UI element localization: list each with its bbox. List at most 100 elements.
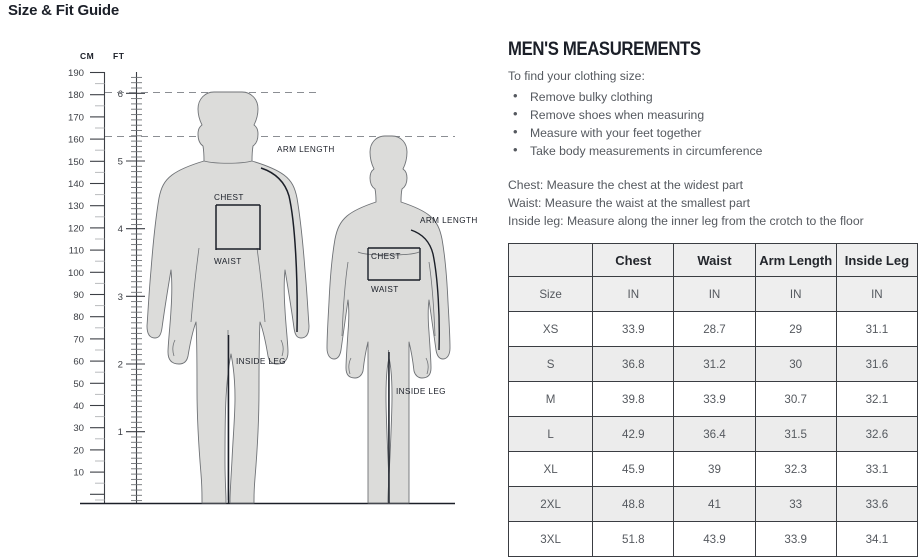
male-arm-length-label: ARM LENGTH bbox=[277, 145, 335, 154]
waist-definition: Waist: Measure the waist at the smallest… bbox=[508, 195, 751, 210]
cell-waist: 41 bbox=[673, 486, 756, 522]
table-row[interactable]: 2XL 48.8 41 33 33.6 bbox=[507, 486, 919, 522]
cm-tick-70: 70 bbox=[73, 334, 84, 345]
cm-tick-20: 20 bbox=[73, 445, 84, 456]
cell-arm-length: 31.5 bbox=[754, 416, 837, 452]
cell-chest: 39.8 bbox=[592, 381, 675, 417]
cell-size: M bbox=[507, 381, 594, 417]
list-item: Measure with your feet together bbox=[508, 123, 920, 142]
cm-tick-130: 130 bbox=[68, 201, 84, 212]
size-diagram: CM FT bbox=[0, 30, 490, 546]
unit-cell-waist: IN bbox=[673, 276, 756, 312]
male-waist-label: WAIST bbox=[214, 257, 242, 266]
page-title: Size & Fit Guide bbox=[8, 2, 119, 19]
cm-tick-120: 120 bbox=[68, 223, 84, 234]
cell-arm-length: 32.3 bbox=[754, 451, 837, 487]
ft-tick-4: 4 bbox=[118, 224, 124, 235]
table-row[interactable]: M 39.8 33.9 30.7 32.1 bbox=[507, 381, 919, 417]
table-row[interactable]: S 36.8 31.2 30 31.6 bbox=[507, 346, 919, 382]
unit-cell-chest: IN bbox=[592, 276, 675, 312]
cell-arm-length: 30 bbox=[754, 346, 837, 382]
cell-waist: 28.7 bbox=[673, 311, 756, 347]
table-units-row: Size IN IN IN IN bbox=[507, 276, 919, 312]
table-row[interactable]: L 42.9 36.4 31.5 32.6 bbox=[507, 416, 919, 452]
cm-tick-140: 140 bbox=[68, 179, 84, 190]
chest-definition: Chest: Measure the chest at the widest p… bbox=[508, 177, 744, 192]
cm-tick-190: 190 bbox=[68, 68, 84, 79]
inside-leg-definition: Inside leg: Measure along the inner leg … bbox=[508, 213, 864, 228]
male-silhouette: ARM LENGTH CHEST WAIST INSIDE LEG bbox=[146, 91, 335, 504]
female-arm-length-label: ARM LENGTH bbox=[420, 216, 478, 225]
cell-arm-length: 29 bbox=[754, 311, 837, 347]
list-item: Remove bulky clothing bbox=[508, 87, 920, 106]
cm-scale: 190 180 170 160 150 140 130 120 110 100 … bbox=[68, 68, 106, 503]
cell-size: XS bbox=[507, 311, 594, 347]
measurement-definitions: Chest: Measure the chest at the widest p… bbox=[508, 176, 920, 230]
female-waist-label: WAIST bbox=[371, 285, 399, 294]
unit-cell-size: Size bbox=[507, 276, 594, 312]
ft-tick-5: 5 bbox=[118, 157, 123, 168]
cell-size: S bbox=[507, 346, 594, 382]
unit-cell-inside-leg: IN bbox=[835, 276, 919, 312]
measurements-info-panel: MEN'S MEASUREMENTS To find your clothing… bbox=[508, 40, 920, 230]
table-row[interactable]: XS 33.9 28.7 29 31.1 bbox=[507, 311, 919, 347]
cm-tick-90: 90 bbox=[73, 290, 84, 301]
cm-tick-100: 100 bbox=[68, 268, 84, 279]
column-header-waist: Waist bbox=[673, 243, 756, 277]
ft-tick-6: 6 bbox=[118, 89, 123, 100]
cell-waist: 39 bbox=[673, 451, 756, 487]
cm-tick-110: 110 bbox=[69, 246, 84, 257]
cell-chest: 51.8 bbox=[592, 521, 675, 557]
cell-inside-leg: 33.6 bbox=[835, 486, 919, 522]
cell-chest: 45.9 bbox=[592, 451, 675, 487]
cm-tick-180: 180 bbox=[68, 90, 84, 101]
cell-chest: 33.9 bbox=[592, 311, 675, 347]
male-inside-leg-label: INSIDE LEG bbox=[236, 357, 286, 366]
cell-waist: 33.9 bbox=[673, 381, 756, 417]
cell-size: 3XL bbox=[507, 521, 594, 557]
cell-inside-leg: 33.1 bbox=[835, 451, 919, 487]
cm-tick-40: 40 bbox=[73, 401, 84, 412]
cm-tick-60: 60 bbox=[73, 357, 84, 368]
ft-tick-3: 3 bbox=[118, 292, 123, 303]
cm-tick-30: 30 bbox=[73, 423, 84, 434]
cell-arm-length: 33.9 bbox=[754, 521, 837, 557]
cm-tick-10: 10 bbox=[73, 468, 84, 479]
unit-cell-arm-length: IN bbox=[754, 276, 837, 312]
cell-arm-length: 30.7 bbox=[754, 381, 837, 417]
size-chart-table: Chest Waist Arm Length Inside Leg Size I… bbox=[507, 243, 919, 557]
cell-chest: 48.8 bbox=[592, 486, 675, 522]
column-header-blank bbox=[507, 243, 594, 277]
list-item: Take body measurements in circumference bbox=[508, 141, 920, 160]
cell-inside-leg: 31.1 bbox=[835, 311, 919, 347]
ft-tick-2: 2 bbox=[118, 360, 123, 371]
table-header: Chest Waist Arm Length Inside Leg bbox=[507, 243, 919, 277]
cell-size: XL bbox=[507, 451, 594, 487]
cell-inside-leg: 34.1 bbox=[835, 521, 919, 557]
male-arm-length-line bbox=[260, 167, 298, 333]
ft-scale: 6 5 4 3 2 1 bbox=[118, 72, 145, 503]
ft-tick-1: 1 bbox=[118, 427, 123, 438]
cm-tick-170: 170 bbox=[68, 112, 84, 123]
cell-inside-leg: 32.1 bbox=[835, 381, 919, 417]
cm-tick-80: 80 bbox=[73, 312, 84, 323]
female-arm-length-line bbox=[410, 229, 440, 351]
column-header-arm-length: Arm Length bbox=[754, 243, 837, 277]
ft-unit-label: FT bbox=[113, 51, 125, 61]
table-row[interactable]: 3XL 51.8 43.9 33.9 34.1 bbox=[507, 521, 919, 557]
column-header-inside-leg: Inside Leg bbox=[835, 243, 919, 277]
cm-tick-50: 50 bbox=[73, 379, 84, 390]
list-item: Remove shoes when measuring bbox=[508, 105, 920, 124]
table-row[interactable]: XL 45.9 39 32.3 33.1 bbox=[507, 451, 919, 487]
cell-waist: 43.9 bbox=[673, 521, 756, 557]
cell-waist: 36.4 bbox=[673, 416, 756, 452]
cell-inside-leg: 32.6 bbox=[835, 416, 919, 452]
cell-chest: 42.9 bbox=[592, 416, 675, 452]
cm-tick-150: 150 bbox=[68, 157, 84, 168]
cell-chest: 36.8 bbox=[592, 346, 675, 382]
female-inside-leg-label: INSIDE LEG bbox=[396, 387, 446, 396]
measurement-tips-list: Remove bulky clothing Remove shoes when … bbox=[508, 87, 920, 160]
cm-unit-label: CM bbox=[80, 51, 94, 61]
female-chest-label: CHEST bbox=[371, 252, 401, 261]
cell-size: 2XL bbox=[507, 486, 594, 522]
